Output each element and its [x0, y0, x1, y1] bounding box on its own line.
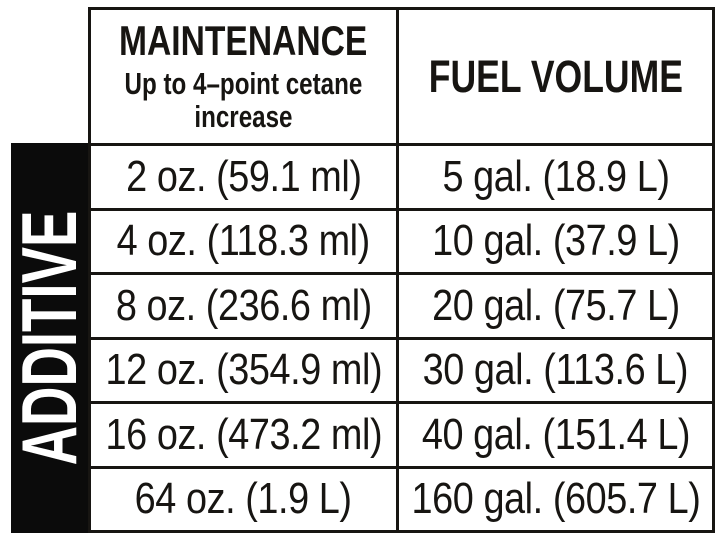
additive-amount-cell: 8 oz. (236.6 ml)	[91, 272, 399, 337]
additive-side-label: ADDITIVE	[5, 210, 94, 466]
fuel-volume-title: FUEL VOLUME	[428, 51, 683, 102]
fuel-volume-value: 10 gal. (37.9 L)	[431, 216, 680, 266]
additive-amount-value: 64 oz. (1.9 L)	[135, 474, 352, 524]
fuel-volume-value: 5 gal. (18.9 L)	[441, 151, 670, 201]
additive-amount-cell: 16 oz. (473.2 ml)	[91, 401, 399, 466]
additive-sidebar: ADDITIVE	[5, 143, 94, 533]
additive-amount-value: 12 oz. (354.9 ml)	[105, 345, 382, 395]
fuel-volume-cell: 10 gal. (37.9 L)	[399, 207, 712, 273]
maintenance-subtitle-line2: increase	[194, 98, 293, 134]
fuel-volume-value: 30 gal. (113.6 L)	[422, 345, 689, 395]
additive-amount-value: 2 oz. (59.1 ml)	[125, 151, 362, 201]
maintenance-header-cell: MAINTENANCE Up to 4–point cetane increas…	[91, 10, 399, 143]
fuel-volume-cell: 30 gal. (113.6 L)	[399, 336, 712, 402]
fuel-volume-cell: 40 gal. (151.4 L)	[399, 401, 712, 466]
fuel-volume-cell: 5 gal. (18.9 L)	[399, 143, 712, 208]
additive-amount-cell: 2 oz. (59.1 ml)	[91, 143, 399, 208]
maintenance-subtitle-line1: Up to 4–point cetane	[124, 65, 363, 101]
fuel-volume-cell: 160 gal. (605.7 L)	[399, 465, 712, 531]
fuel-volume-value: 20 gal. (75.7 L)	[431, 280, 680, 330]
dosing-table: MAINTENANCE Up to 4–point cetane increas…	[88, 7, 715, 533]
fuel-volume-cell: 20 gal. (75.7 L)	[399, 272, 712, 337]
additive-amount-value: 8 oz. (236.6 ml)	[115, 280, 372, 330]
maintenance-title: MAINTENANCE	[119, 16, 368, 64]
additive-amount-value: 4 oz. (118.3 ml)	[116, 216, 371, 266]
fuel-volume-header-cell: FUEL VOLUME	[399, 10, 712, 143]
additive-amount-cell: 12 oz. (354.9 ml)	[91, 336, 399, 401]
fuel-volume-value: 40 gal. (151.4 L)	[421, 409, 690, 459]
additive-amount-cell: 64 oz. (1.9 L)	[91, 465, 399, 530]
additive-amount-cell: 4 oz. (118.3 ml)	[91, 207, 399, 272]
fuel-volume-value: 160 gal. (605.7 L)	[411, 474, 700, 524]
maintenance-subtitle: Up to 4–point cetane increase	[124, 65, 363, 134]
additive-amount-value: 16 oz. (473.2 ml)	[105, 409, 382, 459]
